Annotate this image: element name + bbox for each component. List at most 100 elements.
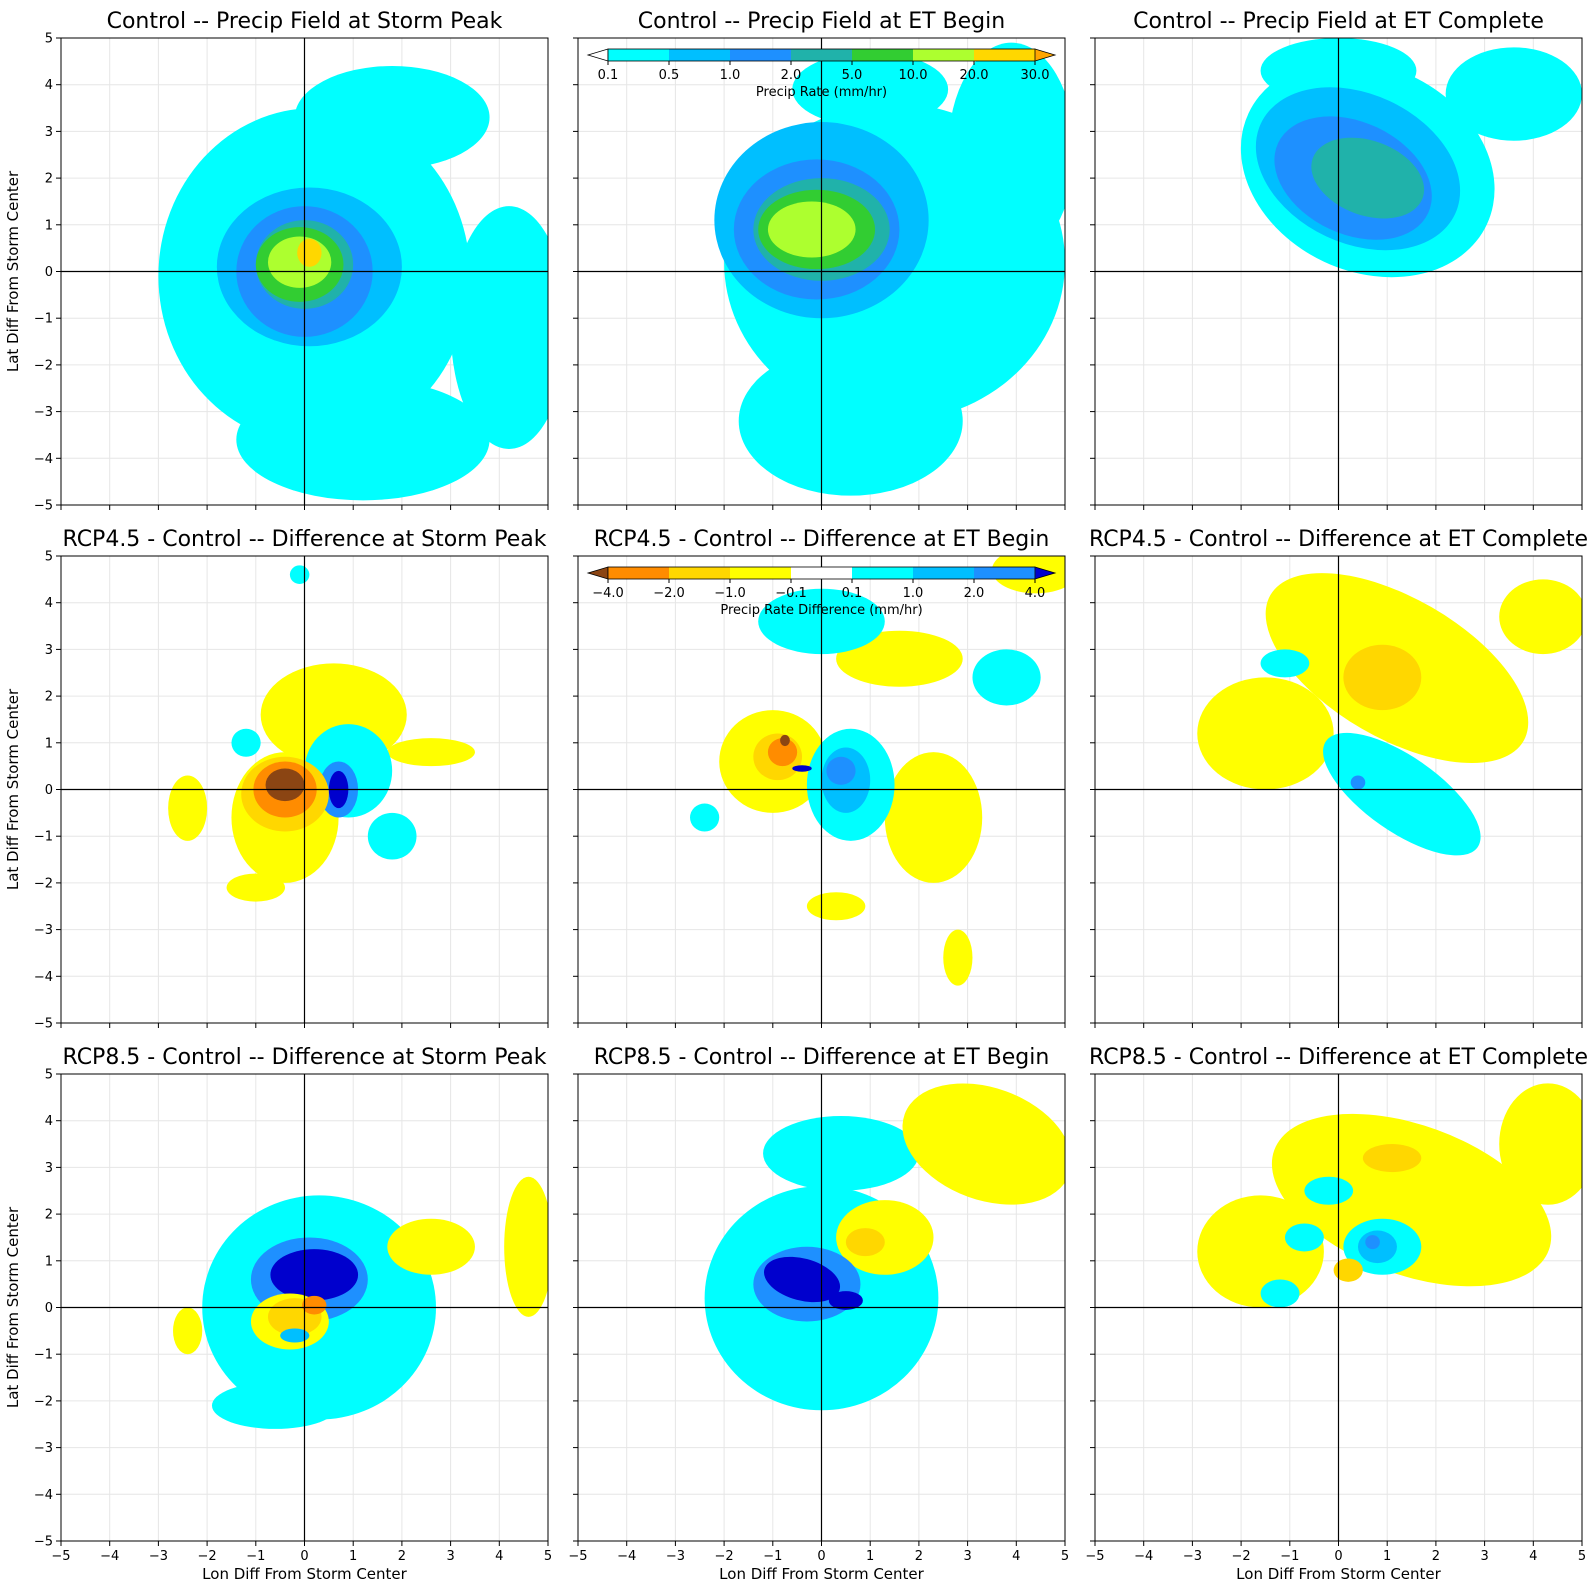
- x-tick-label: 1: [349, 1549, 357, 1564]
- contour-region: [1362, 1144, 1422, 1173]
- y-tick-label: 1: [45, 218, 53, 233]
- y-tick-label: −5: [34, 499, 53, 514]
- x-tick-label: 2: [398, 1549, 406, 1564]
- x-tick-label: 4: [495, 1549, 503, 1564]
- y-tick-label: 2: [45, 1208, 53, 1223]
- contour-region: [1323, 732, 1481, 856]
- contour-region: [289, 565, 310, 585]
- colorbar-swatch: [852, 567, 914, 579]
- contour-region: [1333, 1258, 1363, 1282]
- colorbar-frame: [607, 566, 1036, 580]
- contour-region: [211, 1382, 339, 1429]
- contour-field: [158, 66, 548, 501]
- panel-7: RCP8.5 - Control -- Difference at Storm …: [4, 1045, 552, 1583]
- y-tick-label: −5: [34, 1017, 53, 1032]
- x-tick-label: 2: [915, 1549, 923, 1564]
- panel-2: Control -- Precip Field at ET Begin 0.1 0.…: [573, 9, 1066, 510]
- x-tick-label: 5: [544, 1549, 552, 1564]
- y-tick-label: −2: [34, 876, 53, 891]
- x-tick-label: 3: [446, 1549, 454, 1564]
- colorbar-swatch: [791, 49, 853, 61]
- y-tick-label: 0: [45, 265, 53, 280]
- contour-region: [1365, 1235, 1380, 1250]
- x-tick-label: 0: [300, 1549, 308, 1564]
- x-tick-label: −3: [666, 1549, 685, 1564]
- x-tick-label: 0: [817, 1549, 825, 1564]
- y-tick-label: −2: [34, 358, 53, 373]
- x-tick-label: −4: [1134, 1549, 1153, 1564]
- colorbar-tick-label: 2.0: [964, 586, 985, 601]
- x-tick-label: −1: [1280, 1549, 1299, 1564]
- colorbar-swatch: [730, 567, 792, 579]
- x-tick-label: −2: [1232, 1549, 1251, 1564]
- y-tick-label: 5: [45, 1068, 53, 1083]
- colorbar: 0.1 0.5 1.0 2.0 5.0 10.0 20.0 30.0 Precip Rate (…: [586, 48, 1057, 100]
- y-tick-label: 3: [45, 1161, 53, 1176]
- contour-region: [1499, 1083, 1582, 1205]
- colorbar-label: Precip Rate Difference (mm/hr): [720, 603, 922, 618]
- panel-8: RCP8.5 - Control -- Difference at ET Beg…: [568, 1045, 1069, 1583]
- x-tick-label: 4: [1529, 1549, 1537, 1564]
- panel-title: Control -- Precip Field at Storm Peak: [107, 9, 503, 34]
- contour-region: [168, 775, 208, 841]
- x-tick-label: 5: [1578, 1549, 1586, 1564]
- x-tick-label: 1: [866, 1549, 874, 1564]
- y-axis-label: Lat Diff From Storm Center: [4, 1206, 22, 1408]
- contour-region: [738, 346, 963, 496]
- contour-region: [767, 738, 798, 767]
- contour-region: [845, 1228, 885, 1257]
- colorbar-tick-label: 1.0: [903, 586, 924, 601]
- contour-region: [450, 206, 548, 449]
- y-tick-label: −4: [34, 452, 53, 467]
- y-tick-label: 4: [45, 596, 53, 611]
- contour-region: [806, 892, 866, 921]
- y-tick-label: −1: [34, 312, 53, 327]
- x-tick-label: −1: [763, 1549, 782, 1564]
- contour-region: [297, 238, 322, 267]
- contour-region: [226, 873, 286, 902]
- colorbar-swatch: [791, 567, 853, 579]
- colorbar-swatch: [913, 49, 975, 61]
- x-tick-label: 3: [1480, 1549, 1488, 1564]
- colorbar-swatch: [730, 49, 792, 61]
- contour-region: [387, 738, 475, 767]
- colorbar-swatch: [608, 49, 670, 61]
- contour-region: [826, 756, 856, 785]
- contour-region: [367, 812, 417, 860]
- y-tick-label: 0: [45, 783, 53, 798]
- panel-1: Control -- Precip Field at Storm Peak −5 −…: [4, 9, 549, 514]
- colorbar-tick-label: 5.0: [842, 68, 863, 83]
- contour-region: [1304, 1176, 1354, 1205]
- contour-region: [792, 765, 812, 772]
- contour-region: [280, 1328, 310, 1343]
- y-tick-label: 5: [45, 550, 53, 565]
- x-tick-label: 5: [1061, 1549, 1069, 1564]
- colorbar-tick-label: −0.1: [775, 586, 807, 601]
- panel-title: RCP8.5 - Control -- Difference at ET Com…: [1089, 1045, 1588, 1070]
- contour-region: [265, 768, 305, 802]
- colorbar-frame: [607, 48, 1036, 62]
- panel-title: Control -- Precip Field at ET Begin: [638, 9, 1005, 34]
- contour-region: [1271, 1113, 1552, 1287]
- contour-region: [173, 1307, 203, 1355]
- contour-region: [1197, 677, 1334, 790]
- contour-region: [270, 1249, 359, 1301]
- panel-4: RCP4.5 - Control -- Difference at Storm …: [4, 527, 549, 1032]
- contour-region: [294, 66, 490, 169]
- x-axis-label: Lon Diff From Storm Center: [202, 1565, 407, 1583]
- x-axis-label: Lon Diff From Storm Center: [1236, 1565, 1441, 1583]
- colorbar-tick-label: 30.0: [1021, 68, 1050, 83]
- contour-region: [387, 1218, 475, 1275]
- x-tick-label: −5: [568, 1549, 587, 1564]
- y-tick-label: 4: [45, 78, 53, 93]
- y-tick-label: −5: [34, 1535, 53, 1550]
- panel-5: RCP4.5 - Control -- Difference at ET Beg…: [573, 527, 1066, 1028]
- contour-field: [168, 565, 475, 902]
- x-tick-label: −3: [1183, 1549, 1202, 1564]
- colorbar-swatch: [669, 567, 731, 579]
- panel-title: RCP4.5 - Control -- Difference at ET Beg…: [594, 527, 1050, 552]
- panel-9: RCP8.5 - Control -- Difference at ET Com…: [1085, 1045, 1588, 1583]
- y-tick-label: 1: [45, 736, 53, 751]
- colorbar-tick-label: 0.1: [598, 68, 619, 83]
